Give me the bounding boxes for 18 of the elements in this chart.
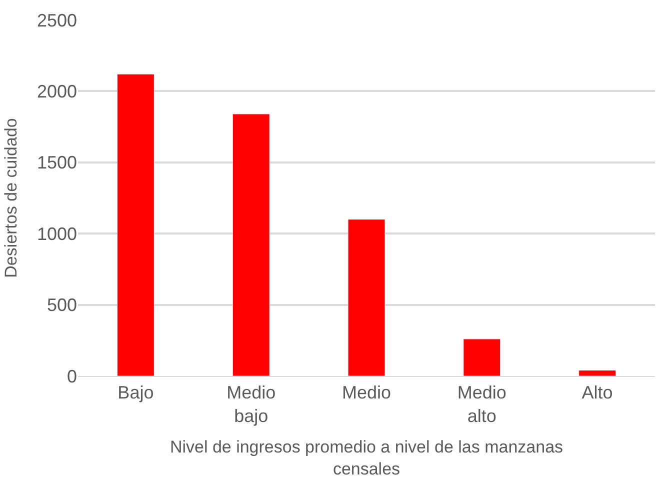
x-tick-label: Medio [342, 382, 392, 403]
bar [232, 114, 270, 376]
x-tick-label: Alto [582, 382, 613, 403]
x-tick-label: Medio alto [457, 382, 506, 426]
y-axis-title: Desiertos de cuidado [2, 118, 21, 278]
y-tick-label: 1500 [36, 152, 77, 173]
bar [348, 219, 386, 376]
bar [116, 74, 154, 376]
y-tick-label: 0 [66, 366, 77, 386]
y-tick-label: 2000 [36, 82, 77, 102]
y-tick-label: 500 [46, 295, 77, 316]
y-tick-label: 1000 [36, 224, 77, 244]
x-axis-title: Nivel de ingresos promedio a nivel de las manzanas censales [170, 437, 564, 478]
x-tick-label: Medio bajo [226, 382, 276, 426]
y-tick-label: 2500 [36, 10, 77, 30]
x-tick-label: Bajo [118, 382, 154, 403]
bar [578, 370, 616, 376]
bar [463, 338, 501, 376]
